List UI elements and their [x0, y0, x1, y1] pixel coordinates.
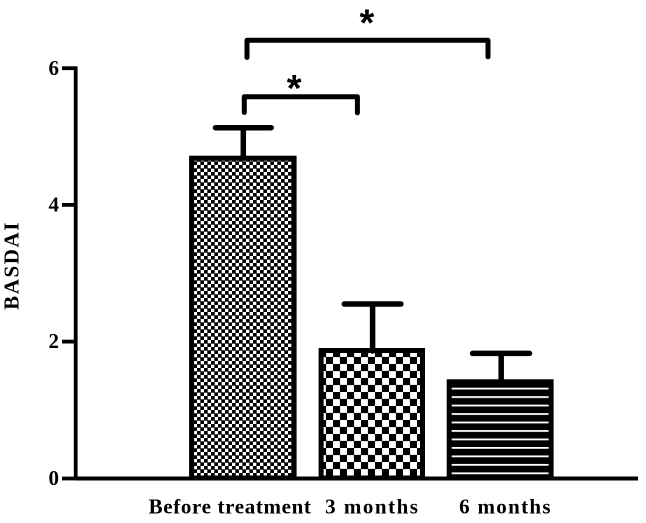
svg-text:BASDAI: BASDAI [0, 221, 24, 310]
svg-text:*: * [287, 68, 302, 110]
svg-text:4: 4 [49, 193, 60, 217]
svg-text:2: 2 [49, 329, 60, 353]
svg-text:Before treatment: Before treatment [149, 495, 312, 519]
svg-text:6 months: 6 months [459, 495, 552, 519]
svg-text:*: * [360, 3, 375, 45]
svg-text:3 months: 3 months [325, 495, 419, 519]
svg-text:0: 0 [49, 466, 60, 490]
svg-text:6: 6 [49, 56, 60, 80]
